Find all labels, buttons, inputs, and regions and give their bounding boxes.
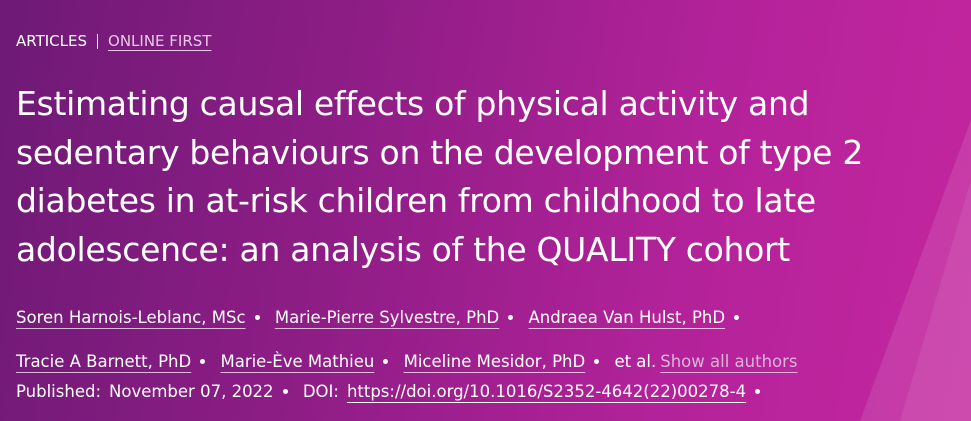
author[interactable]: Marie-Ève Mathieu [220, 352, 375, 371]
doi-link[interactable]: https://doi.org/10.1016/S2352-4642(22)00… [346, 382, 747, 401]
author[interactable]: Miceline Mesidor, PhD [403, 352, 586, 371]
bullet [282, 388, 288, 394]
bullet [383, 358, 389, 364]
bullet [755, 388, 761, 394]
author[interactable]: Andraea Van Hulst, PhD [528, 308, 726, 327]
author[interactable]: Soren Harnois-Leblanc, MSc [16, 308, 246, 327]
separator [97, 33, 99, 49]
bullet [200, 358, 206, 364]
author-list: Soren Harnois-Leblanc, MSc Marie-Pierre … [16, 296, 846, 384]
kicker: ARTICLES ONLINE FIRST [16, 32, 211, 50]
author[interactable]: Tracie A Barnett, PhD [16, 352, 192, 371]
bullet [508, 314, 514, 320]
author[interactable]: Marie-Pierre Sylvestre, PhD [274, 308, 500, 327]
bullet [734, 314, 740, 320]
doi-label: DOI: [302, 382, 339, 401]
published-label: Published: [16, 382, 101, 401]
section[interactable]: ARTICLES [16, 32, 88, 50]
subsection[interactable]: ONLINE FIRST [108, 32, 212, 50]
publication-info: Published: November 07, 2022 DOI: https://… [16, 382, 770, 401]
bullet [594, 358, 600, 364]
show-all-authors[interactable]: Show all authors [660, 352, 798, 371]
et-al: et al. [614, 352, 657, 371]
article-title: Estimating causal effects of physical ac… [16, 84, 864, 269]
bullet [254, 314, 260, 320]
published-date: November 07, 2022 [109, 382, 274, 401]
